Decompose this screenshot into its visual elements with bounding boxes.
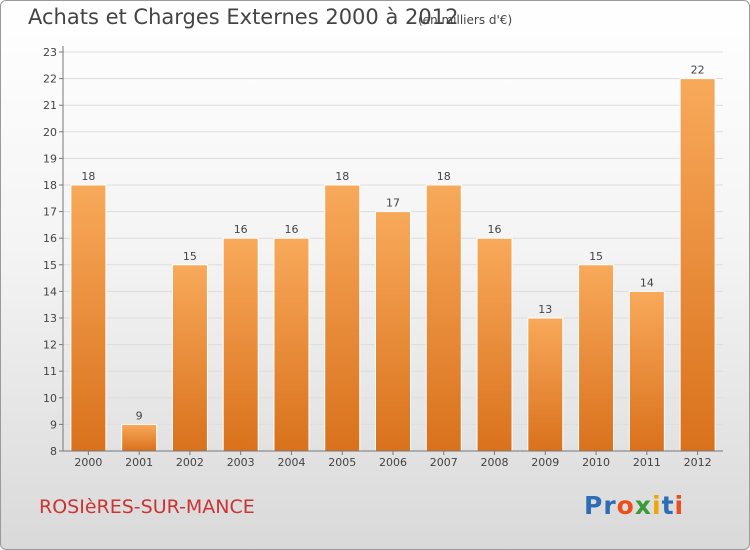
y-tick-label: 22: [43, 73, 57, 86]
x-tick-label-2007: 2007: [430, 456, 458, 469]
y-tick-label: 14: [43, 285, 57, 298]
logo-letter: P: [584, 491, 604, 520]
bars: 18 9 15 16 16 18 17 18 16 13 15 14 22: [70, 64, 716, 452]
bar-2002: [171, 264, 208, 452]
x-tick-label-2012: 2012: [684, 456, 712, 469]
chart-title: Achats et Charges Externes 2000 à 2012: [28, 5, 459, 29]
x-tick-label-2009: 2009: [531, 456, 559, 469]
x-tick-label-2011: 2011: [633, 456, 661, 469]
y-tick-label: 8: [50, 445, 57, 458]
y-tick-label: 17: [43, 206, 57, 219]
value-label-2010: 15: [589, 250, 603, 263]
value-label-2011: 14: [640, 276, 654, 289]
x-tick-label-2010: 2010: [582, 456, 610, 469]
bar-2010: [578, 264, 615, 452]
value-label-2012: 22: [691, 64, 705, 77]
value-label-2000: 18: [81, 170, 95, 183]
bar-2005: [324, 184, 361, 452]
x-tick-label-2006: 2006: [379, 456, 407, 469]
x-tick-label-2005: 2005: [328, 456, 356, 469]
y-tick-label: 19: [43, 152, 57, 165]
x-tick-label-2001: 2001: [125, 456, 153, 469]
value-label-2009: 13: [538, 303, 552, 316]
x-tick-label-2004: 2004: [277, 456, 305, 469]
x-tick-label-2002: 2002: [176, 456, 204, 469]
y-tick-label: 23: [43, 46, 57, 59]
y-tick-label: 20: [43, 126, 57, 139]
y-tick-label: 18: [43, 179, 57, 192]
value-label-2003: 16: [234, 223, 248, 236]
bar-2003: [222, 237, 259, 452]
x-tick-label-2003: 2003: [227, 456, 255, 469]
value-label-2006: 17: [386, 197, 400, 210]
axes: 8 9 10 11 12 13 14 15 16 17 18 19 20 21 22 23 2000 2001 20…: [43, 46, 723, 469]
value-label-2001: 9: [136, 409, 143, 422]
value-label-2002: 15: [183, 250, 197, 263]
chart-subtitle: (en milliers d'€): [418, 13, 513, 27]
bar-2006: [375, 211, 411, 452]
value-label-2005: 18: [335, 170, 349, 183]
y-tick-label: 12: [43, 339, 57, 352]
x-tick-label-2008: 2008: [481, 456, 509, 469]
y-tick-label: 21: [43, 99, 57, 112]
y-tick-label: 10: [43, 392, 57, 405]
value-label-2008: 16: [488, 223, 502, 236]
y-tick-label: 13: [43, 312, 57, 325]
bar-2000: [70, 184, 107, 452]
y-tick-label: 11: [43, 365, 57, 378]
bar-2008: [476, 237, 513, 452]
logo-letter: o: [616, 491, 635, 520]
bar-2001: [121, 423, 158, 452]
value-label-2004: 16: [284, 223, 298, 236]
bar-2004: [273, 237, 310, 452]
y-tick-label: 9: [50, 418, 57, 431]
y-tick-label: 16: [43, 232, 57, 245]
location-name: ROSIèRES-SUR-MANCE: [39, 496, 255, 518]
bar-2012: [679, 78, 716, 452]
proxiti-logo[interactable]: Proxiti: [584, 491, 684, 520]
x-tick-label-2000: 2000: [74, 456, 102, 469]
y-tick-label: 15: [43, 259, 57, 272]
bar-2011: [628, 290, 665, 452]
value-label-2007: 18: [437, 170, 451, 183]
logo-letter: i: [674, 491, 685, 520]
logo-letter: x: [634, 491, 652, 520]
logo-letter: t: [661, 491, 675, 520]
bar-2009: [527, 317, 564, 452]
bar-2007: [425, 184, 462, 452]
logo-letter: r: [603, 491, 617, 520]
logo-letter: i: [652, 491, 662, 520]
